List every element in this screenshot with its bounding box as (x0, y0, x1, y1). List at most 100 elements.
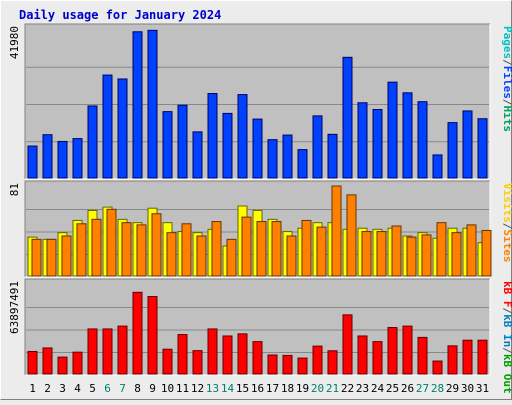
chart-title: Daily usage for January 2024 (19, 8, 221, 22)
bar-sites (151, 213, 162, 277)
bar-kb-f (177, 334, 188, 375)
legend-entry: / (501, 223, 512, 230)
bar-kb-f (42, 347, 53, 375)
bar-sites (46, 238, 57, 277)
legend-entry: Files (501, 66, 512, 99)
bar-hits (192, 131, 203, 179)
bar-hits (477, 118, 488, 179)
x-tick-label: 4 (74, 382, 81, 395)
panel-legend: kB F/kB In/kB Out (501, 281, 512, 394)
bar-hits (462, 110, 473, 179)
x-tick-label: 10 (161, 382, 174, 395)
x-tick-label: 2 (44, 382, 51, 395)
bar-kb-f (102, 328, 113, 375)
legend-entry: Visits (501, 183, 512, 223)
panel-bevel-dark (24, 278, 490, 375)
x-tick-label: 20 (311, 382, 324, 395)
bar-hits (252, 118, 263, 179)
bar-kb-f (447, 345, 458, 375)
bar-hits (432, 154, 443, 179)
bar-kb-f (117, 325, 128, 375)
panel-bevel-light (25, 24, 491, 180)
bar-hits (267, 139, 278, 179)
x-tick-label: 17 (266, 382, 279, 395)
bar-kb-f (432, 360, 443, 375)
bar-kb-f (237, 333, 248, 375)
x-tick-label: 16 (251, 382, 264, 395)
bar-hits (417, 101, 428, 179)
bar-kb-f (462, 339, 473, 375)
bar-hits (357, 102, 368, 179)
bar-hits (372, 108, 383, 179)
bar-hits (342, 56, 353, 179)
x-tick-label: 29 (446, 382, 459, 395)
legend-entry: Pages (501, 26, 512, 59)
x-tick-label: 22 (341, 382, 354, 395)
x-tick-label: 21 (326, 382, 339, 395)
x-tick-label: 23 (356, 382, 369, 395)
bar-hits (387, 81, 398, 179)
panel-3: 63897491 kB F/kB In/kB Out (8, 278, 512, 394)
x-tick-label: 18 (281, 382, 294, 395)
bar-kb-f (72, 351, 83, 375)
bar-hits (327, 133, 338, 179)
panel-max-label: 63897491 (8, 281, 21, 334)
bar-kb-f (282, 354, 293, 375)
bar-hits (207, 93, 218, 179)
x-tick-label: 5 (89, 382, 96, 395)
bar-hits (147, 29, 158, 179)
bar-sites (61, 235, 72, 277)
bar-sites (166, 232, 177, 277)
legend-entry: kB Out (501, 354, 512, 394)
bar-kb-f (372, 341, 383, 375)
bar-hits (72, 138, 83, 179)
x-tick-label: 9 (149, 382, 156, 395)
legend-entry: Hits (501, 106, 512, 133)
bar-hits (222, 112, 233, 179)
bar-sites (286, 235, 297, 277)
bar-sites (181, 223, 192, 277)
bar-kb-f (27, 350, 38, 375)
bar-kb-f (192, 350, 203, 375)
bar-kb-f (132, 291, 143, 375)
x-tick-label: 1 (29, 382, 36, 395)
panel-max-label: 41980 (8, 26, 21, 59)
bar-sites (301, 219, 312, 277)
bar-sites (136, 224, 147, 277)
x-tick-label: 6 (104, 382, 111, 395)
bar-hits (27, 145, 38, 179)
bar-hits (237, 94, 248, 179)
bar-sites (121, 222, 132, 277)
bar-sites (436, 222, 447, 277)
bar-kb-f (207, 328, 218, 375)
bar-hits (117, 78, 128, 179)
bar-hits (402, 92, 413, 179)
bar-kb-f (477, 339, 488, 375)
bar-hits (282, 134, 293, 179)
bar-sites (376, 231, 387, 277)
bar-sites (421, 234, 432, 277)
bar-kb-f (417, 336, 428, 375)
bar-sites (361, 231, 372, 277)
x-tick-label: 19 (296, 382, 309, 395)
panel-bevel-dark (24, 180, 490, 277)
bar-kb-f (57, 356, 68, 375)
bar-sites (346, 194, 357, 277)
bar-hits (297, 149, 308, 179)
bar-sites (481, 229, 492, 277)
bar-sites (391, 225, 402, 277)
x-tick-label: 12 (191, 382, 204, 395)
bar-kb-f (162, 348, 173, 375)
bar-sites (91, 218, 102, 277)
bar-kb-f (87, 328, 98, 375)
bar-hits (57, 140, 68, 179)
bar-kb-f (402, 325, 413, 375)
x-tick-label: 24 (371, 382, 385, 395)
legend-entry: Sites (501, 229, 512, 262)
bar-hits (177, 104, 188, 179)
bar-kb-f (252, 341, 263, 375)
bar-kb-f (357, 335, 368, 375)
bar-sites (256, 221, 267, 277)
bar-sites (316, 226, 327, 277)
